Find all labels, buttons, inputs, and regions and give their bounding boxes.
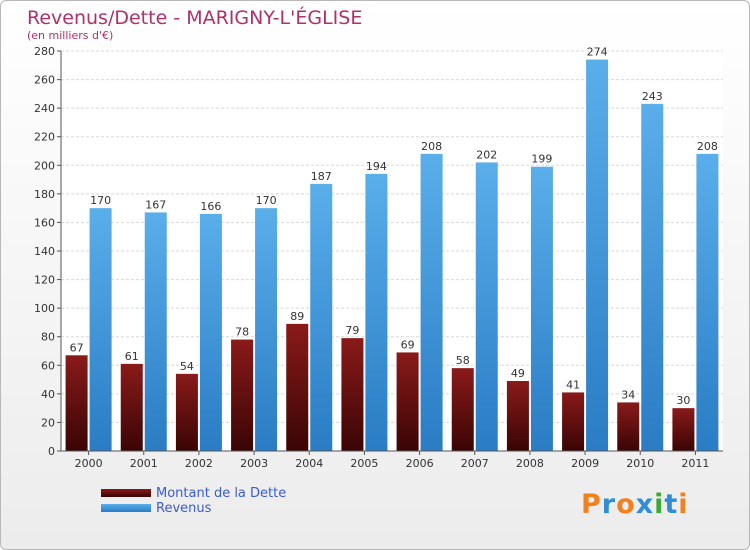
bar-dette <box>175 373 198 451</box>
bar-revenus <box>89 208 112 451</box>
bar-revenus <box>475 162 498 451</box>
y-tick-label: 220 <box>34 131 55 144</box>
data-label-dette: 54 <box>180 360 194 373</box>
y-tick-label: 40 <box>41 388 55 401</box>
y-tick-label: 80 <box>41 331 55 344</box>
bar-revenus <box>255 208 278 451</box>
y-tick-label: 160 <box>34 216 55 229</box>
logo-letter: P <box>581 489 602 520</box>
data-label-dette: 49 <box>511 367 525 380</box>
y-tick-label: 280 <box>34 45 55 58</box>
data-label-dette: 61 <box>125 350 139 363</box>
x-tick-label: 2000 <box>75 457 103 470</box>
data-label-dette: 58 <box>456 354 470 367</box>
bar-dette <box>341 338 364 451</box>
bar-dette <box>120 363 143 451</box>
logo-letter: i <box>654 489 665 520</box>
data-label-revenus: 274 <box>587 46 608 59</box>
x-tick-label: 2005 <box>350 457 378 470</box>
bar-revenus <box>144 212 167 451</box>
x-tick-label: 2007 <box>461 457 489 470</box>
logo-letter: x <box>635 489 655 520</box>
logo-letter: r <box>601 489 617 520</box>
data-label-dette: 67 <box>70 341 84 354</box>
x-tick-label: 2011 <box>681 457 709 470</box>
logo-letter: i <box>678 489 689 520</box>
bar-dette <box>506 381 529 451</box>
data-label-revenus: 167 <box>145 198 166 211</box>
data-label-revenus: 170 <box>256 194 277 207</box>
data-label-dette: 30 <box>676 394 690 407</box>
proxiti-logo: Proxiti <box>581 489 689 520</box>
x-tick-label: 2004 <box>295 457 323 470</box>
y-tick-label: 120 <box>34 274 55 287</box>
y-tick-label: 0 <box>48 445 55 458</box>
data-label-dette: 41 <box>566 378 580 391</box>
y-tick-label: 200 <box>34 159 55 172</box>
data-label-revenus: 199 <box>531 153 552 166</box>
chart-title: Revenus/Dette - MARIGNY-L'ÉGLISE <box>27 7 363 29</box>
y-tick-label: 60 <box>41 359 55 372</box>
y-tick-label: 240 <box>34 102 55 115</box>
data-label-revenus: 166 <box>200 200 221 213</box>
y-tick-label: 260 <box>34 74 55 87</box>
bar-revenus <box>310 183 333 451</box>
bar-dette <box>672 408 695 451</box>
bar-dette <box>451 368 474 451</box>
logo-letter: o <box>616 489 636 520</box>
bar-revenus <box>365 173 388 451</box>
x-tick-label: 2010 <box>626 457 654 470</box>
legend-swatch-dette <box>101 489 151 497</box>
x-tick-label: 2006 <box>406 457 434 470</box>
bar-dette <box>617 402 640 451</box>
legend-label-dette: Montant de la Dette <box>156 486 287 501</box>
y-tick-label: 100 <box>34 302 55 315</box>
y-tick-label: 180 <box>34 188 55 201</box>
bar-revenus <box>420 153 443 451</box>
data-label-revenus: 194 <box>366 160 387 173</box>
data-label-dette: 78 <box>235 326 249 339</box>
data-label-revenus: 170 <box>90 194 111 207</box>
logo-letter: t <box>664 489 679 520</box>
data-label-revenus: 243 <box>642 90 663 103</box>
bar-dette <box>286 323 309 451</box>
data-label-revenus: 208 <box>697 140 718 153</box>
data-label-dette: 34 <box>621 388 635 401</box>
x-tick-label: 2008 <box>516 457 544 470</box>
bar-revenus <box>530 166 553 451</box>
x-tick-label: 2002 <box>185 457 213 470</box>
chart-subtitle: (en milliers d'€) <box>27 29 114 42</box>
legend-swatch-revenus <box>101 504 151 512</box>
data-label-revenus: 202 <box>476 148 497 161</box>
data-label-revenus: 208 <box>421 140 442 153</box>
data-label-dette: 89 <box>290 310 304 323</box>
bar-dette <box>65 355 88 451</box>
bar-dette <box>231 339 254 451</box>
y-tick-label: 20 <box>41 416 55 429</box>
bar-dette <box>562 392 585 451</box>
y-tick-label: 140 <box>34 245 55 258</box>
bar-dette <box>396 352 419 451</box>
bar-revenus <box>586 59 609 451</box>
x-tick-label: 2009 <box>571 457 599 470</box>
bar-revenus <box>199 213 222 451</box>
legend-label-revenus: Revenus <box>156 501 212 516</box>
bar-revenus <box>641 103 664 451</box>
data-label-dette: 69 <box>401 338 415 351</box>
data-label-dette: 79 <box>345 324 359 337</box>
x-tick-label: 2001 <box>130 457 158 470</box>
x-tick-label: 2003 <box>240 457 268 470</box>
data-label-revenus: 187 <box>311 170 332 183</box>
bar-revenus <box>696 153 719 451</box>
